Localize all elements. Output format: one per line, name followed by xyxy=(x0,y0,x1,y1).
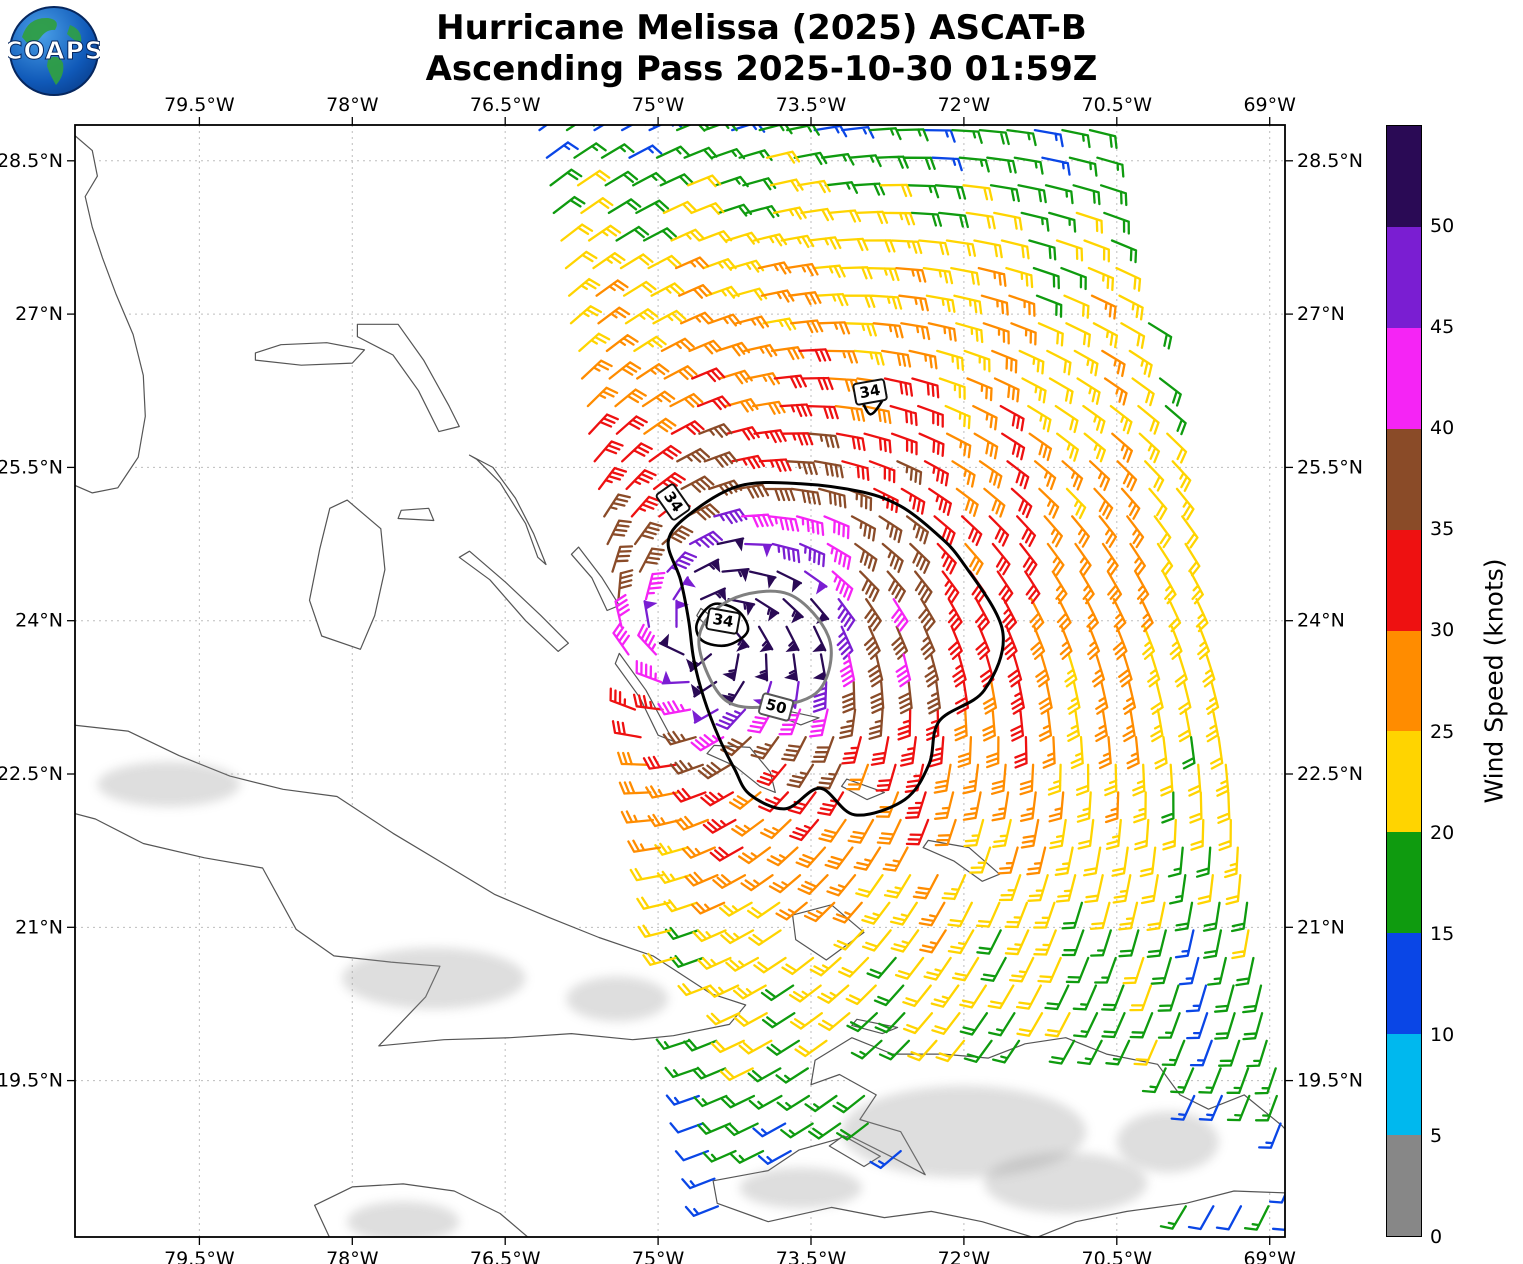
title-line-2: Ascending Pass 2025-10-30 01:59Z xyxy=(425,49,1098,90)
coastline-florida xyxy=(75,134,146,494)
coastline-andros xyxy=(308,499,386,650)
globe-landmass xyxy=(47,56,64,85)
colorbar-band xyxy=(1387,327,1421,429)
y-tick-label-left: 19.5°N xyxy=(0,1070,63,1092)
coastline-cuba xyxy=(75,724,747,1047)
x-tick-label-bottom: 75°W xyxy=(632,1248,685,1264)
y-tick-label-right: 25.5°N xyxy=(1297,456,1363,478)
x-tick-label-bottom: 69°W xyxy=(1243,1248,1296,1264)
x-tick-label-bottom: 79.5°W xyxy=(164,1248,235,1264)
axes: 79.5°W 79.5°W 78°W 78°W 76.5°W 76.5°W 75°W 75°W… xyxy=(0,94,1363,1264)
colorbar-band xyxy=(1387,1135,1421,1236)
colorbar-band xyxy=(1387,1034,1421,1136)
x-tick-label-top: 76.5°W xyxy=(470,94,541,116)
colorbar xyxy=(1386,125,1422,1237)
x-tick-label-top: 70.5°W xyxy=(1082,94,1153,116)
globe-icon: COAPS xyxy=(4,6,103,96)
colorbar-band xyxy=(1387,832,1421,934)
wind-barb-layer xyxy=(560,150,1250,1081)
y-tick-label-left: 21°N xyxy=(15,916,63,938)
y-tick-label-right: 19.5°N xyxy=(1297,1070,1363,1092)
y-tick-label-left: 25.5°N xyxy=(0,456,63,478)
wind-barb-flags xyxy=(659,537,829,706)
globe-landmass xyxy=(67,25,82,43)
globe-landmass xyxy=(22,17,57,45)
coastline-eleuthera xyxy=(468,454,547,566)
x-tick-label-bottom: 73.5°W xyxy=(776,1248,847,1264)
colorbar-band xyxy=(1387,731,1421,833)
y-tick-label-left: 22.5°N xyxy=(0,763,63,785)
colorbar-band xyxy=(1387,933,1421,1035)
y-tick-label-right: 21°N xyxy=(1297,916,1345,938)
coastline-grand-bahama xyxy=(254,342,366,366)
contour-50 xyxy=(697,589,833,710)
colorbar-band xyxy=(1387,126,1421,227)
coaps-logo: COAPS xyxy=(4,5,103,97)
y-tick-label-left: 28.5°N xyxy=(0,150,63,172)
logo-text: COAPS xyxy=(8,36,100,65)
coastline-cat-island xyxy=(570,546,620,612)
coastline-abaco xyxy=(356,323,460,433)
contour-34-outer xyxy=(666,481,1005,817)
x-tick-label-bottom: 70.5°W xyxy=(1082,1248,1153,1264)
wind-barb-layer xyxy=(588,348,1041,862)
y-tick-label-left: 24°N xyxy=(15,610,63,632)
coastline-new-providence xyxy=(397,507,435,522)
colorbar-band xyxy=(1387,630,1421,732)
wind-barb-layer xyxy=(538,125,1285,1231)
y-tick-label-right: 27°N xyxy=(1297,303,1345,325)
x-tick-label-bottom: 72°W xyxy=(938,1248,991,1264)
terrain-shading xyxy=(97,761,1219,1237)
colorbar-label: Wind Speed (knots) xyxy=(1479,558,1509,804)
colorbar-band xyxy=(1387,226,1421,328)
wind-barb-layer xyxy=(603,423,941,790)
colorbar-band xyxy=(1387,428,1421,530)
x-tick-label-bottom: 76.5°W xyxy=(470,1248,541,1264)
x-tick-label-top: 72°W xyxy=(938,94,991,116)
figure-title: Hurricane Melissa (2025) ASCAT-B Ascendi… xyxy=(0,8,1523,91)
y-tick-label-right: 24°N xyxy=(1297,610,1345,632)
x-tick-label-top: 79.5°W xyxy=(164,94,235,116)
x-tick-label-bottom: 78°W xyxy=(326,1248,379,1264)
title-line-1: Hurricane Melissa (2025) ASCAT-B xyxy=(436,8,1087,48)
wind-contours xyxy=(666,385,1005,817)
y-tick-label-left: 27°N xyxy=(15,303,63,325)
contour-34-inner xyxy=(695,602,750,648)
coastline-exumas xyxy=(458,550,569,652)
coastline-turks-caicos xyxy=(922,839,1001,882)
x-tick-label-top: 78°W xyxy=(326,94,379,116)
colorbar-band xyxy=(1387,529,1421,631)
y-tick-label-right: 22.5°N xyxy=(1297,763,1363,785)
wind-barb-layer xyxy=(549,125,1278,1231)
x-tick-label-top: 69°W xyxy=(1243,94,1296,116)
x-tick-label-top: 73.5°W xyxy=(776,94,847,116)
x-tick-label-top: 75°W xyxy=(632,94,685,116)
wind-barb-layer xyxy=(658,537,830,706)
y-tick-label-right: 28.5°N xyxy=(1297,150,1363,172)
